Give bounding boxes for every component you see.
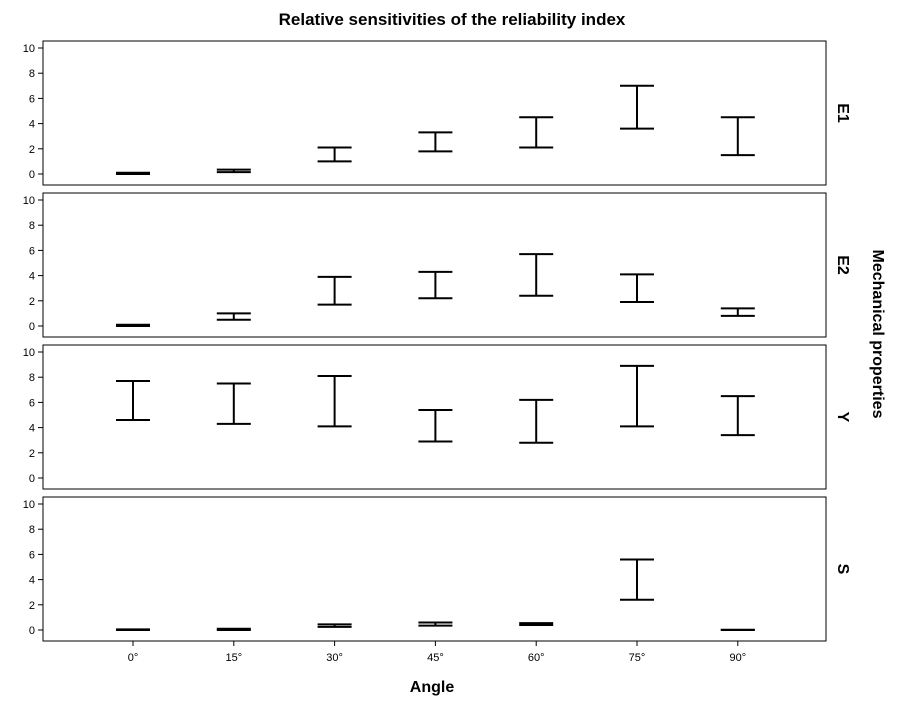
y-tick-label: 2	[29, 600, 35, 612]
panel-label: Y	[834, 412, 851, 423]
x-tick-label: 90°	[729, 652, 746, 664]
y-tick-label: 2	[29, 296, 35, 308]
y-axis-title: Mechanical properties	[869, 250, 886, 419]
panel-frame	[42, 496, 827, 642]
y-tick-label: 4	[29, 423, 35, 435]
y-tick-label: 0	[29, 169, 35, 181]
chart-title: Relative sensitivities of the reliabilit…	[279, 10, 626, 29]
panel-label: E1	[834, 103, 851, 123]
y-tick-label: 10	[23, 347, 35, 359]
y-tick-label: 8	[29, 372, 35, 384]
x-tick-label: 75°	[629, 652, 646, 664]
y-tick-label: 10	[23, 43, 35, 55]
panel-label: S	[834, 564, 851, 575]
y-tick-label: 6	[29, 397, 35, 409]
x-tick-label: 15°	[225, 652, 242, 664]
x-tick-label: 45°	[427, 652, 444, 664]
y-tick-label: 8	[29, 220, 35, 232]
y-tick-label: 8	[29, 524, 35, 536]
y-tick-label: 4	[29, 271, 35, 283]
y-tick-label: 6	[29, 549, 35, 561]
panel-label: E2	[834, 255, 851, 275]
y-tick-label: 10	[23, 499, 35, 511]
x-tick-label: 60°	[528, 652, 545, 664]
y-tick-label: 2	[29, 448, 35, 460]
y-tick-label: 6	[29, 93, 35, 105]
x-tick-label: 30°	[326, 652, 343, 664]
x-axis-title: Angle	[410, 679, 455, 696]
y-tick-label: 4	[29, 119, 35, 131]
x-tick-label: 0°	[128, 652, 139, 664]
y-tick-label: 10	[23, 195, 35, 207]
y-tick-label: 4	[29, 575, 35, 587]
y-tick-label: 2	[29, 144, 35, 156]
panel-frame	[42, 40, 827, 186]
panel-frame	[42, 344, 827, 490]
panel-frame	[42, 192, 827, 338]
y-tick-label: 0	[29, 625, 35, 637]
y-tick-label: 8	[29, 68, 35, 80]
y-tick-label: 0	[29, 473, 35, 485]
y-tick-label: 6	[29, 245, 35, 257]
y-tick-label: 0	[29, 321, 35, 333]
